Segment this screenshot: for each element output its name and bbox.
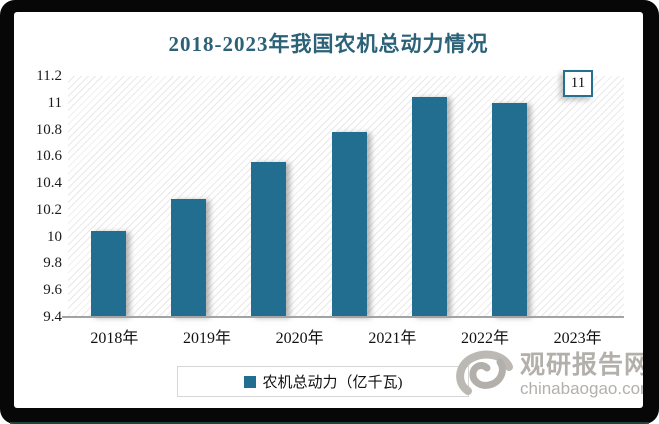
y-tick-label: 9.8 — [43, 255, 62, 272]
x-label-2018年: 2018年 — [90, 330, 139, 347]
y-tick-label: 10.8 — [35, 121, 62, 138]
y-tick-label: 11 — [47, 94, 62, 111]
y-tick-label: 9.6 — [43, 282, 62, 299]
y-tick-label: 9.4 — [43, 309, 62, 325]
y-tick-label: 10 — [47, 228, 62, 245]
bar-2021年 — [331, 132, 367, 317]
x-label-2023年: 2023年 — [553, 330, 602, 347]
bar-2022年 — [411, 97, 447, 317]
bar-2020年 — [251, 161, 287, 317]
bar-2023年 — [492, 102, 528, 317]
y-tick-label: 11.2 — [36, 68, 62, 84]
x-label-2021年: 2021年 — [368, 330, 417, 347]
data-label-2023: 11 — [563, 70, 593, 97]
watermark-site-name: 观研报告网 — [520, 351, 643, 379]
x-label-2020年: 2020年 — [275, 330, 324, 347]
y-tick-label: 10.2 — [35, 201, 62, 218]
x-axis-line — [62, 316, 624, 318]
watermark: 观研报告网 chinabaogao.com — [454, 345, 643, 405]
chart-title: 2018-2023年我国农机总动力情况 — [168, 32, 489, 56]
legend-label: 农机总动力（亿千瓦) — [262, 375, 403, 391]
watermark-domain: chinabaogao.com — [520, 379, 643, 398]
y-tick-label: 10.6 — [35, 148, 62, 165]
bar-2018年 — [90, 231, 126, 317]
legend: 农机总动力（亿千瓦) — [177, 366, 469, 397]
legend-swatch-icon — [243, 375, 256, 388]
x-label-2019年: 2019年 — [182, 330, 231, 347]
bar-2019年 — [170, 199, 206, 317]
x-label-2022年: 2022年 — [460, 330, 509, 347]
chart-canvas: 2018-2023年我国农机总动力情况 11.2 11 10.8 10.6 10.4 10… — [14, 12, 643, 408]
y-tick-label: 10.4 — [35, 175, 62, 192]
